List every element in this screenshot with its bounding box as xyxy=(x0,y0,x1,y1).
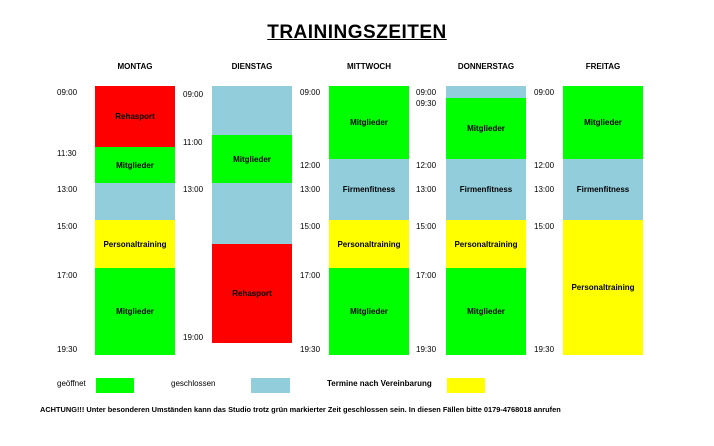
schedule-block-firmenfitness: Firmenfitness xyxy=(563,159,643,220)
legend-swatch-appointment xyxy=(447,378,485,393)
schedule-block-mitglieder: Mitglieder xyxy=(446,98,526,159)
time-label: 13:00 xyxy=(183,185,204,194)
schedule-block-geschlossen xyxy=(446,86,526,98)
time-label: 17:00 xyxy=(300,271,321,280)
time-label: 11:30 xyxy=(57,149,77,158)
time-label: 12:00 xyxy=(300,161,321,170)
time-label: 19:30 xyxy=(416,345,437,354)
time-label: 09:00 xyxy=(534,88,555,97)
time-label: 09:00 xyxy=(57,88,78,97)
schedule-block-firmenfitness: Firmenfitness xyxy=(446,159,526,220)
schedule-block-mitglieder: Mitglieder xyxy=(329,268,409,355)
day-header-freitag: FREITAG xyxy=(585,62,621,71)
schedule-block-mitglieder: Mitglieder xyxy=(446,268,526,355)
time-label: 15:00 xyxy=(534,222,555,231)
time-label: 12:00 xyxy=(534,161,555,170)
time-label: 09:00 xyxy=(416,88,437,97)
day-header-dienstag: DIENSTAG xyxy=(231,62,273,71)
day-header-montag: MONTAG xyxy=(117,62,153,71)
legend-label-open: geöffnet xyxy=(57,379,86,388)
time-label: 15:00 xyxy=(300,222,321,231)
schedule-block-mitglieder: Mitglieder xyxy=(95,268,175,355)
time-label: 13:00 xyxy=(534,185,555,194)
time-label: 09:00 xyxy=(300,88,321,97)
schedule-block-mitglieder: Mitglieder xyxy=(329,86,409,159)
legend-swatch-open xyxy=(96,378,134,393)
schedule-block-geschlossen xyxy=(95,183,175,220)
page-title: TRAININGSZEITEN xyxy=(267,22,447,43)
time-label: 13:00 xyxy=(416,185,437,194)
legend-swatch-closed xyxy=(251,378,290,393)
time-label: 15:00 xyxy=(416,222,437,231)
legend-label-appointment: Termine nach Vereinbarung xyxy=(327,379,432,388)
time-label: 19:30 xyxy=(57,345,78,354)
schedule-block-personaltraining: Personaltraining xyxy=(446,220,526,268)
time-label: 19:30 xyxy=(300,345,321,354)
legend-label-closed: geschlossen xyxy=(171,379,216,388)
time-label: 15:00 xyxy=(57,222,78,231)
day-header-donnerstag: DONNERSTAG xyxy=(457,62,515,71)
time-label: 13:00 xyxy=(300,185,321,194)
time-label: 19:00 xyxy=(183,333,204,342)
time-label: 11:00 xyxy=(183,138,203,147)
time-label: 17:00 xyxy=(416,271,437,280)
schedule-block-personaltraining: Personaltraining xyxy=(95,220,175,268)
schedule-block-mitglieder: Mitglieder xyxy=(563,86,643,159)
schedule-block-personaltraining: Personaltraining xyxy=(563,220,643,355)
time-label: 12:00 xyxy=(416,161,437,170)
schedule-block-rehasport: Rehasport xyxy=(95,86,175,147)
schedule-block-geschlossen xyxy=(212,86,292,135)
schedule-block-mitglieder: Mitglieder xyxy=(212,135,292,183)
time-label: 09:30 xyxy=(416,99,437,108)
schedule-block-geschlossen xyxy=(212,183,292,244)
time-label: 17:00 xyxy=(57,271,78,280)
time-label: 19:30 xyxy=(534,345,555,354)
time-label: 13:00 xyxy=(57,185,78,194)
schedule-block-rehasport: Rehasport xyxy=(212,244,292,343)
schedule-block-mitglieder: Mitglieder xyxy=(95,147,175,183)
time-label: 09:00 xyxy=(183,90,204,99)
notice-text: ACHTUNG!!! Unter besonderen Umständen ka… xyxy=(40,405,561,414)
schedule-block-firmenfitness: Firmenfitness xyxy=(329,159,409,220)
schedule-block-personaltraining: Personaltraining xyxy=(329,220,409,268)
day-header-mittwoch: MITTWOCH xyxy=(347,62,391,71)
